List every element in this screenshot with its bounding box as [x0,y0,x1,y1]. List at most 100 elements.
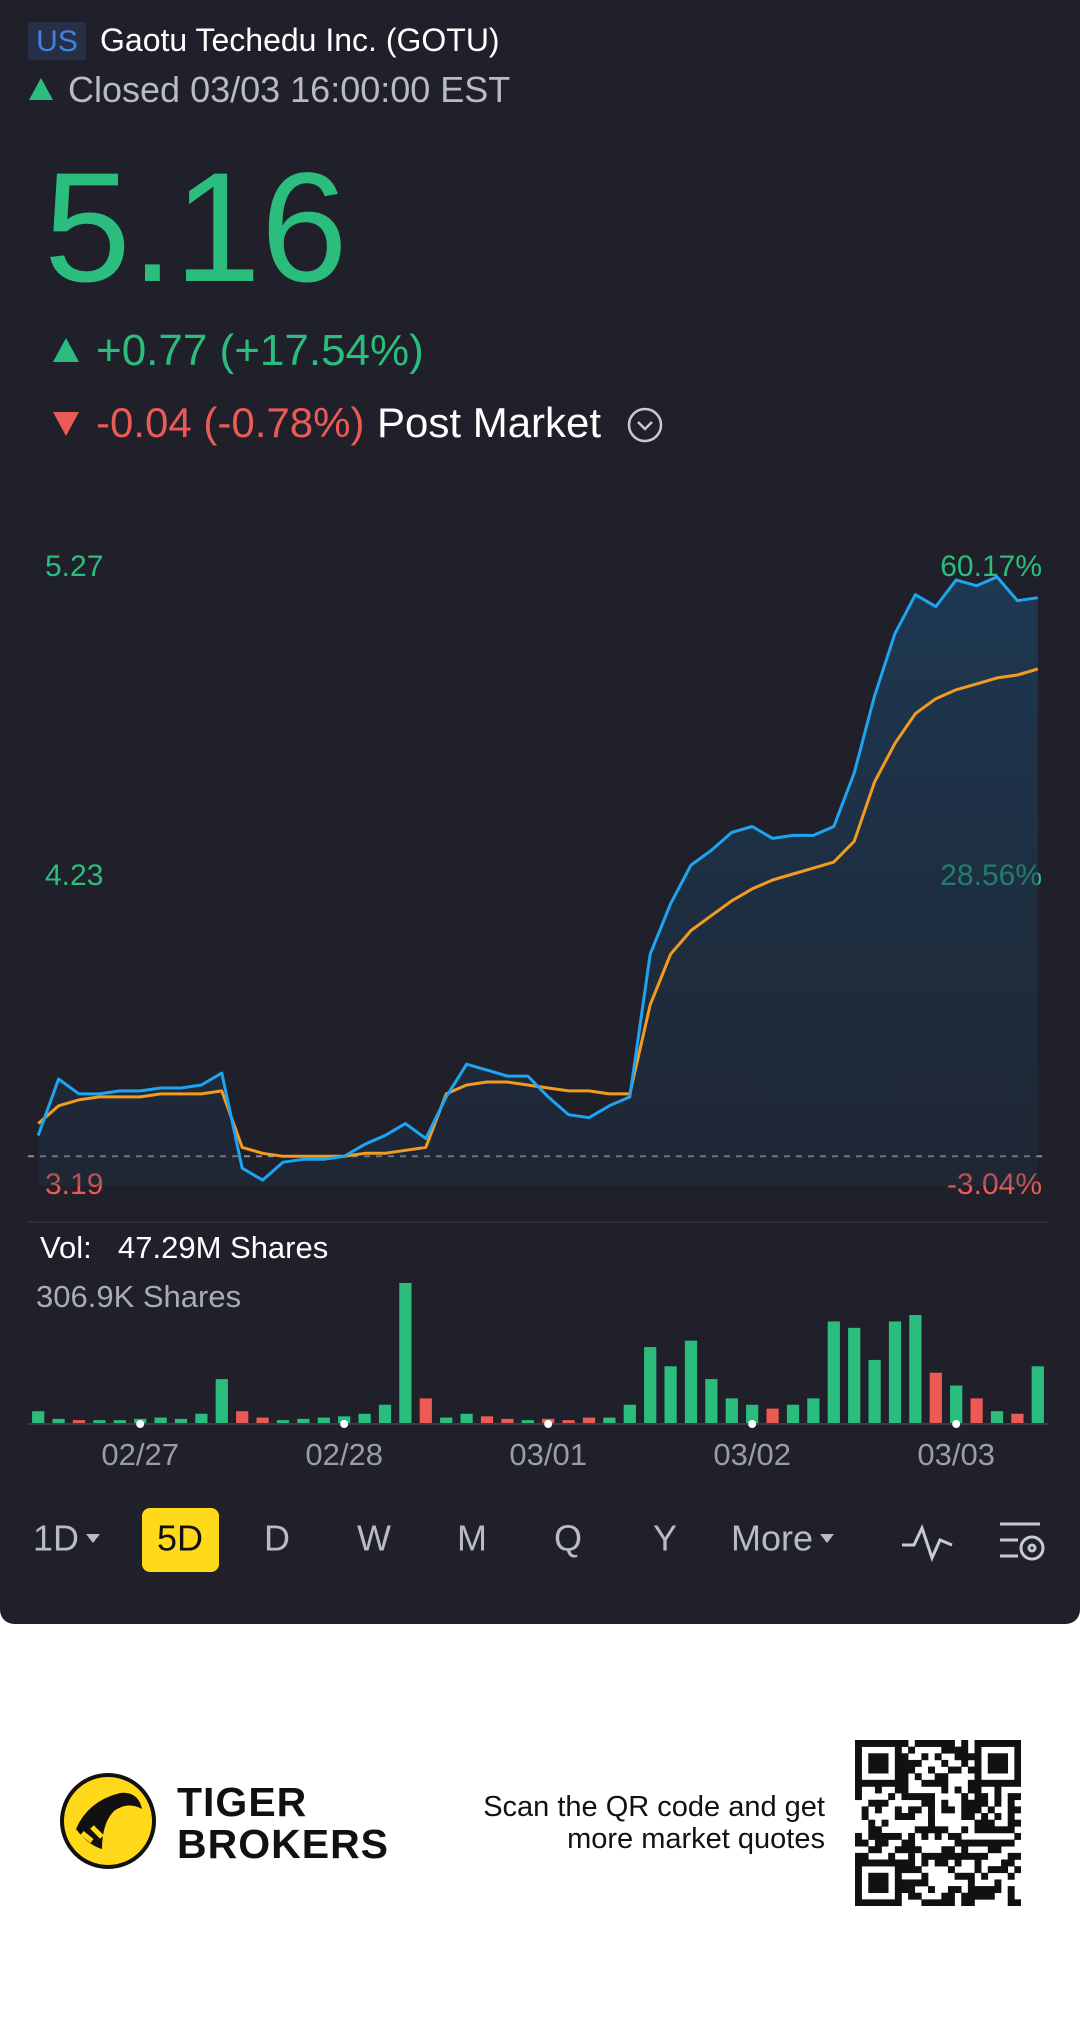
qr-module [894,1892,902,1900]
volume-bar [297,1418,310,1424]
qr-module [994,1793,1002,1801]
x-tick-label: 02/27 [101,1437,179,1472]
volume-bar [32,1411,45,1424]
qr-module [855,1793,862,1801]
date-dot [544,1420,553,1428]
qr-module [987,1866,995,1874]
qr-module [928,1813,935,1820]
settings-icon[interactable] [1000,1522,1045,1561]
qr-module [961,1759,969,1767]
qr-module [981,1872,989,1880]
qr-module [941,1826,949,1834]
qr-module [874,1799,882,1807]
volume-bar [562,1420,575,1424]
qr-module [855,1886,862,1894]
qr-module [888,1899,896,1906]
indicator-icon[interactable] [902,1523,953,1563]
timeframe-tab[interactable]: D [264,1518,290,1559]
qr-module [1007,1799,1015,1807]
qr-module [908,1879,916,1887]
post-market-label[interactable]: Post Market [377,399,602,446]
qr-module [934,1826,942,1834]
qr-module [961,1753,969,1761]
qr-module [868,1819,876,1827]
qr-module [1014,1866,1021,1874]
qr-module [874,1786,882,1794]
qr-module [921,1872,929,1880]
qr-module [868,1753,876,1761]
timeframe-tab[interactable]: Y [653,1518,677,1559]
qr-module [954,1746,962,1754]
qr-module [914,1892,922,1900]
qr-module [974,1806,982,1814]
qr-module [994,1740,1002,1747]
qr-module [974,1766,982,1774]
qr-module [941,1892,949,1900]
qr-module [921,1879,929,1887]
qr-module [855,1740,862,1747]
qr-module [1001,1866,1009,1874]
qr-module [967,1799,975,1807]
qr-module [1001,1826,1009,1834]
qr-module [981,1886,989,1894]
post-market-toggle[interactable] [626,406,664,444]
qr-module [994,1753,1002,1761]
qr-module [908,1866,916,1874]
tab-highlight [142,1508,219,1572]
x-tick-label: 03/02 [713,1437,791,1472]
qr-module [901,1740,909,1747]
date-dot [340,1420,349,1428]
timeframe-tab[interactable]: Q [554,1518,582,1559]
qr-module [974,1786,982,1794]
qr-module [934,1753,942,1761]
volume-bar [174,1418,188,1424]
qr-module [981,1779,989,1787]
qr-module [947,1806,955,1814]
qr-module [874,1832,882,1840]
qr-module [941,1773,949,1781]
timeframe-tab[interactable]: W [357,1518,391,1559]
qr-module [994,1813,1002,1820]
qr-module [967,1779,975,1787]
qr-module [941,1846,949,1854]
qr-module [967,1753,975,1761]
qr-module [881,1832,889,1840]
qr-module [981,1892,989,1900]
qr-module [954,1852,962,1860]
volume-bar [970,1398,983,1424]
qr-module [981,1793,989,1801]
volume-bar [603,1417,616,1424]
timeframe-tab[interactable]: M [457,1518,487,1559]
qr-module [861,1813,869,1820]
qr-module [981,1819,989,1827]
qr-module [941,1806,949,1814]
qr-module [941,1859,949,1867]
qr-module [1014,1793,1021,1801]
qr-module [1007,1740,1015,1747]
post-market-change: -0.04 (-0.78%) [96,399,365,446]
qr-module [855,1839,862,1847]
quote-panel: US Gaotu Techedu Inc. (GOTU) Closed 03/0… [0,0,1080,1624]
qr-module [855,1866,862,1874]
qr-module [855,1779,862,1787]
qr-module [855,1872,862,1880]
qr-module [868,1872,876,1880]
qr-module [941,1852,949,1860]
qr-module [961,1813,969,1820]
qr-module [874,1859,882,1867]
qr-module [914,1740,922,1747]
qr-module [1007,1839,1015,1847]
qr-module [974,1793,982,1801]
qr-module [921,1793,929,1801]
qr-module [961,1806,969,1814]
timeframe-tab[interactable]: 5D [157,1518,203,1559]
qr-module [994,1766,1002,1774]
timeframe-tab[interactable]: 1D [33,1518,79,1559]
qr-module [908,1813,916,1820]
price-area [38,576,1038,1186]
timeframe-tab[interactable]: More [731,1518,813,1559]
qr-module [874,1826,882,1834]
qr-module [881,1872,889,1880]
volume-bar [746,1404,759,1424]
qr-module [967,1786,975,1794]
